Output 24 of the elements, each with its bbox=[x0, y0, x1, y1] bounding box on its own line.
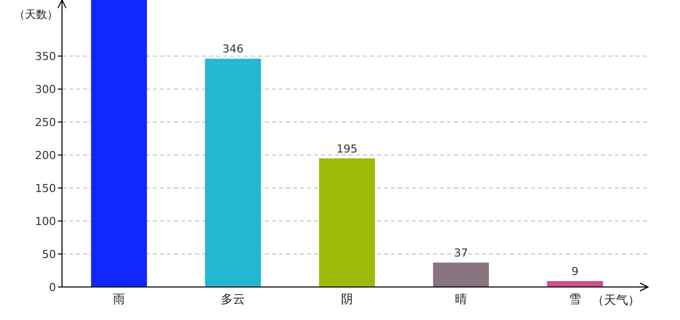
y-tick-label: 350 bbox=[35, 50, 56, 63]
data-label: 346 bbox=[222, 42, 244, 56]
y-axis-title: （天数） bbox=[14, 8, 58, 21]
data-label: 9 bbox=[572, 265, 578, 278]
x-tick-label: 阴 bbox=[341, 292, 353, 306]
x-tick-label: 雪 bbox=[569, 292, 581, 306]
y-tick-label: 250 bbox=[35, 116, 56, 129]
bar bbox=[319, 158, 375, 287]
y-tick-label: 300 bbox=[35, 82, 56, 96]
y-tick-label: 200 bbox=[35, 148, 56, 162]
x-tick-label: 雨 bbox=[113, 292, 125, 306]
bar bbox=[205, 58, 261, 287]
y-tick-label: 0 bbox=[49, 280, 56, 294]
x-tick-label: 多云 bbox=[221, 292, 245, 306]
y-tick-label: 100 bbox=[35, 214, 56, 228]
bar bbox=[547, 281, 603, 287]
data-label: 195 bbox=[336, 142, 358, 156]
bar bbox=[91, 0, 147, 287]
bar bbox=[433, 262, 489, 287]
data-label: 37 bbox=[454, 246, 468, 260]
y-tick-label: 150 bbox=[35, 182, 56, 195]
y-tick-label: 50 bbox=[42, 248, 56, 261]
x-tick-label: 晴 bbox=[455, 292, 467, 306]
x-axis-title: （天气） bbox=[592, 293, 640, 307]
